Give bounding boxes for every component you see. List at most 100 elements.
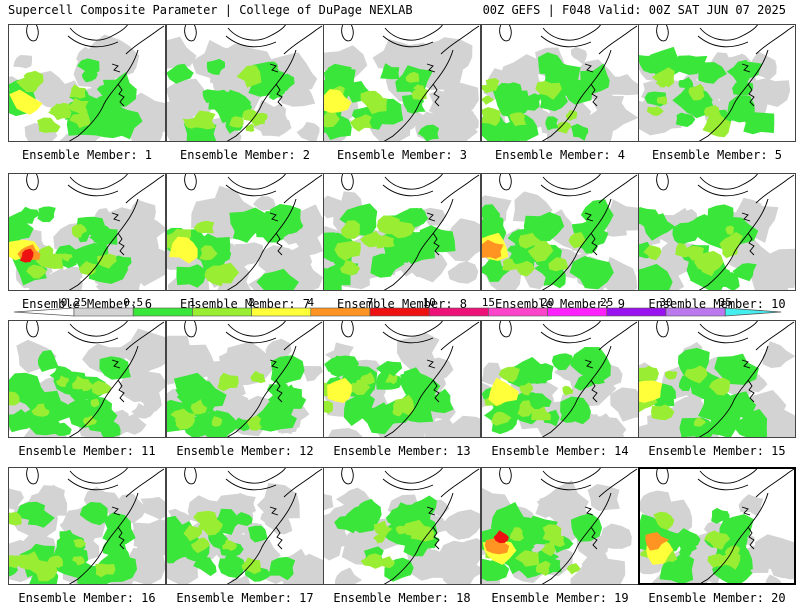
panel-frame xyxy=(323,173,481,291)
panel-frame xyxy=(481,467,639,585)
panel-frame xyxy=(166,24,324,142)
panel-frame xyxy=(638,320,796,438)
panel-map xyxy=(481,320,639,438)
ensemble-panel[interactable]: Ensemble Member: 3 xyxy=(323,24,481,162)
ensemble-panel[interactable]: Ensemble Member: 16 xyxy=(8,467,166,605)
coastline-outline xyxy=(26,24,165,142)
coastline-outline xyxy=(26,320,165,438)
ensemble-panel[interactable]: Ensemble Member: 15 xyxy=(638,320,796,458)
ensemble-panel[interactable]: Ensemble Member: 18 xyxy=(323,467,481,605)
panel-label: Ensemble Member: 6 xyxy=(21,297,153,311)
colorbar-tick-label: 7 xyxy=(367,296,374,309)
panel-map xyxy=(323,24,480,142)
coastline-outline xyxy=(184,320,323,438)
coastline-outline xyxy=(26,173,165,291)
panel-map xyxy=(481,467,638,585)
panel-frame xyxy=(8,467,166,585)
panel-label: Ensemble Member: 8 xyxy=(336,297,468,311)
colorbar-swatch xyxy=(73,307,134,317)
coastline-outline xyxy=(341,320,480,438)
panel-map xyxy=(8,320,166,438)
panel-label: Ensemble Member: 14 xyxy=(491,444,629,458)
panel-map xyxy=(481,173,639,291)
panel-frame xyxy=(638,173,796,291)
coastline-outline xyxy=(656,467,795,585)
panel-label: Ensemble Member: 13 xyxy=(333,444,471,458)
panel-label: Ensemble Member: 17 xyxy=(176,591,314,605)
colorbar-swatch xyxy=(369,307,430,317)
coastline-outline xyxy=(341,24,480,142)
panel-map xyxy=(166,24,323,142)
colorbar-tick-label: 20 xyxy=(541,296,554,309)
panel-label: Ensemble Member: 11 xyxy=(18,444,156,458)
panel-label: Ensemble Member: 12 xyxy=(176,444,314,458)
coastline-outline xyxy=(656,24,795,142)
coastline-outline xyxy=(499,320,638,438)
colorbar-swatch xyxy=(488,307,548,317)
ensemble-panel[interactable]: Ensemble Member: 17 xyxy=(166,467,324,605)
panel-label: Ensemble Member: 16 xyxy=(18,591,156,605)
coastline-outline xyxy=(499,24,638,142)
ensemble-panel[interactable]: Ensemble Member: 6 xyxy=(8,173,166,311)
panel-map xyxy=(481,24,639,142)
coastline-outline xyxy=(184,173,323,291)
panel-label: Ensemble Member: 7 xyxy=(179,297,311,311)
colorbar-swatch xyxy=(310,307,371,317)
panel-map xyxy=(8,173,166,291)
panel-label: Ensemble Member: 9 xyxy=(494,297,626,311)
coastline-outline xyxy=(341,467,480,585)
panel-map xyxy=(166,173,324,291)
ensemble-panel[interactable]: Ensemble Member: 10 xyxy=(638,173,796,311)
panel-frame xyxy=(8,24,166,142)
ensemble-panel[interactable]: Ensemble Member: 13 xyxy=(323,320,481,458)
panel-label: Ensemble Member: 18 xyxy=(333,591,471,605)
panel-frame xyxy=(638,24,796,142)
ensemble-panel[interactable]: Ensemble Member: 2 xyxy=(166,24,324,162)
colorbar-swatch xyxy=(665,307,726,317)
panel-label: Ensemble Member: 5 xyxy=(651,148,783,162)
colorbar-tick-label: 4 xyxy=(307,296,314,309)
color-legend: 0.25 0.5 1 2 4 7 10 15 20 25 30 35 xyxy=(0,296,800,320)
ensemble-panel[interactable]: Ensemble Member: 19 xyxy=(481,467,639,605)
ensemble-panel[interactable]: Ensemble Member: 12 xyxy=(166,320,324,458)
colorbar-left-arrow xyxy=(13,307,75,317)
panel-frame xyxy=(323,24,481,142)
panel-label: Ensemble Member: 10 xyxy=(648,297,786,311)
page-title: Supercell Composite Parameter | College … xyxy=(8,3,413,17)
panel-map xyxy=(638,24,795,142)
ensemble-panel[interactable]: Ensemble Member: 8 xyxy=(323,173,481,311)
panel-frame xyxy=(323,467,481,585)
panel-frame xyxy=(481,173,639,291)
coastline-outline xyxy=(26,467,165,585)
ensemble-panel[interactable]: Ensemble Member: 5 xyxy=(638,24,796,162)
coastline-outline xyxy=(184,467,323,585)
ensemble-panel[interactable]: Ensemble Member: 14 xyxy=(481,320,639,458)
panel-frame xyxy=(166,320,324,438)
ensemble-panel[interactable]: Ensemble Member: 4 xyxy=(481,24,639,162)
colorbar-tick-label: 15 xyxy=(482,296,495,309)
colorbar-svg: 0.25 0.5 1 2 4 7 10 15 20 25 30 35 xyxy=(13,296,782,317)
panel-label: Ensemble Member: 2 xyxy=(179,148,311,162)
coastline-outline xyxy=(499,173,638,291)
panel-map xyxy=(638,173,796,291)
ensemble-panel[interactable]: Ensemble Member: 9 xyxy=(481,173,639,311)
coastline-outline xyxy=(184,24,323,142)
panel-label: Ensemble Member: 19 xyxy=(491,591,629,605)
panel-frame xyxy=(8,320,166,438)
panel-frame xyxy=(323,320,481,438)
colorbar-tick-label: 10 xyxy=(423,296,436,309)
colorbar-swatch xyxy=(547,307,608,317)
panel-map xyxy=(166,467,324,585)
ensemble-panel[interactable]: Ensemble Member: 20 xyxy=(638,467,796,605)
ensemble-panel[interactable]: Ensemble Member: 11 xyxy=(8,320,166,458)
colorbar-swatch xyxy=(192,307,252,317)
panel-map xyxy=(323,173,481,291)
colorbar-tick-label: 25 xyxy=(600,296,613,309)
panel-label: Ensemble Member: 20 xyxy=(648,591,786,605)
panel-label: Ensemble Member: 1 xyxy=(21,148,153,162)
ensemble-panel[interactable]: Ensemble Member: 7 xyxy=(166,173,324,311)
ensemble-panel[interactable]: Ensemble Member: 1 xyxy=(8,24,166,162)
panel-map xyxy=(166,320,323,438)
colorbar-tick-label: 0.25 xyxy=(61,296,88,309)
colorbar-right-arrow xyxy=(724,307,782,317)
